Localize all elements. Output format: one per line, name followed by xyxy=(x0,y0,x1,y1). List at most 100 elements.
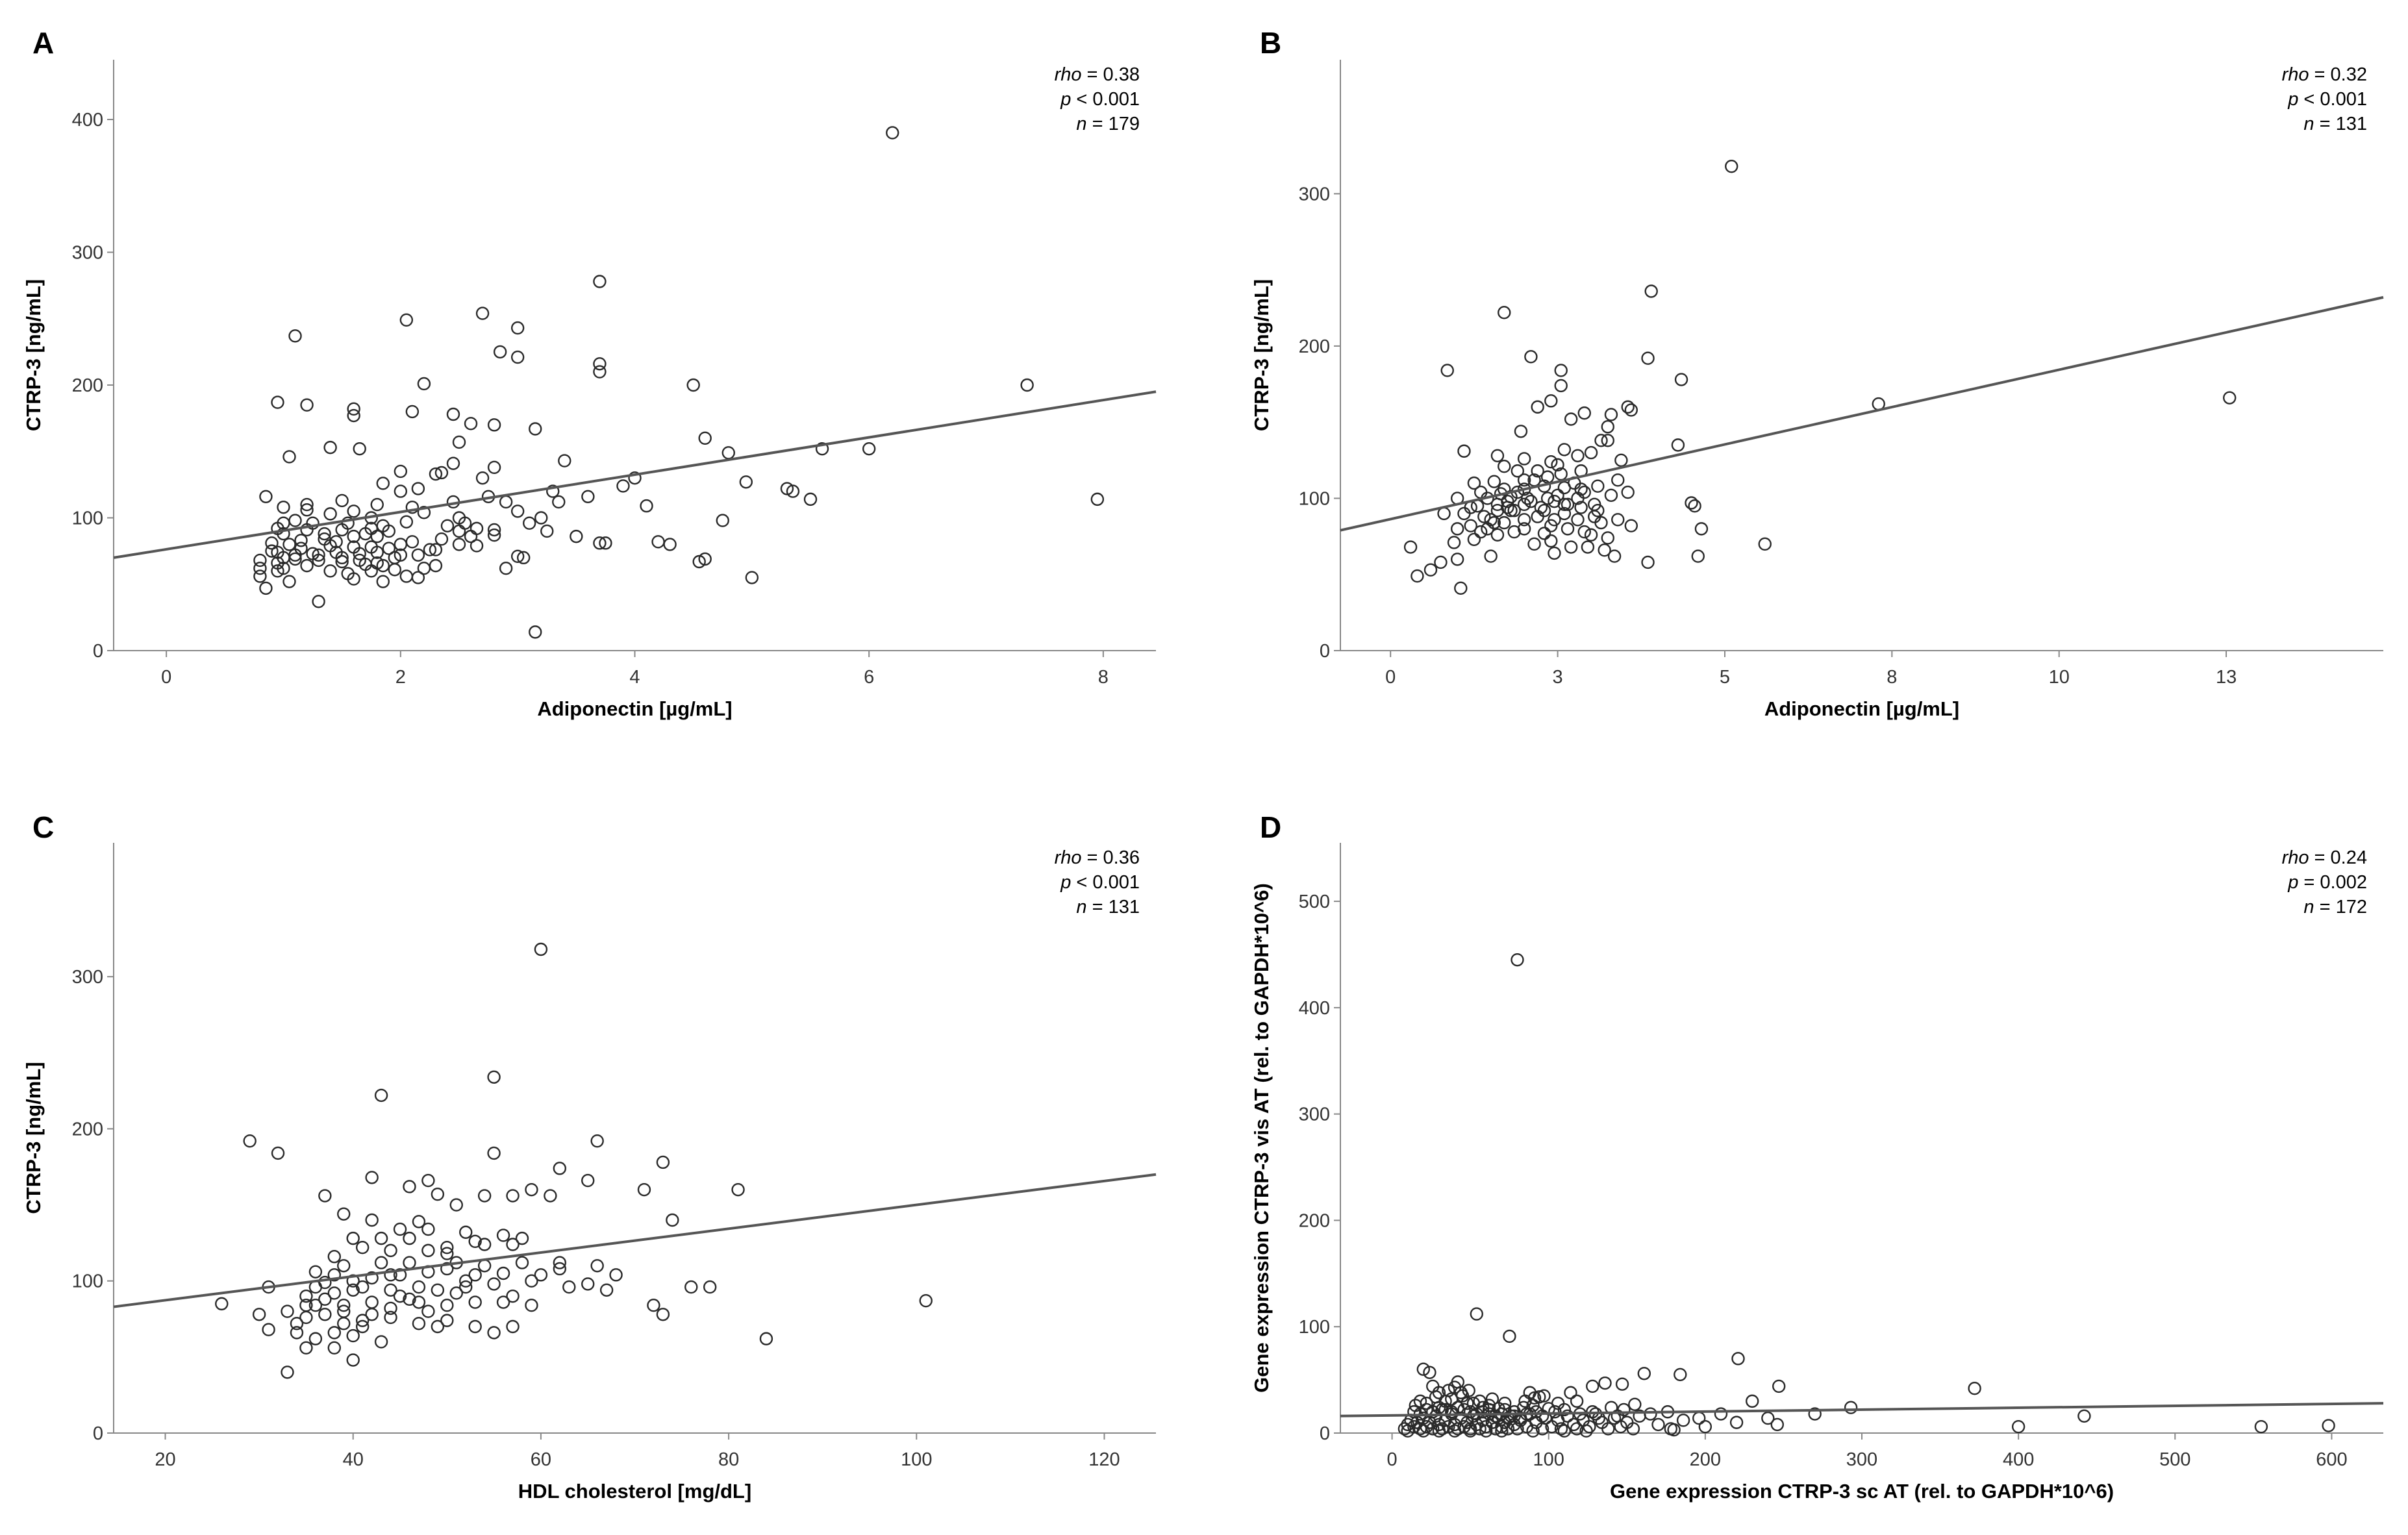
data-point xyxy=(496,1229,510,1242)
data-point xyxy=(553,1262,567,1276)
data-point xyxy=(1526,1399,1540,1412)
stat-value: = 0.24 xyxy=(2309,847,2368,868)
data-point xyxy=(1495,1419,1509,1434)
data-point xyxy=(1517,513,1531,527)
data-point xyxy=(327,1286,341,1300)
panel-b: B 0 100 200 300 0 3 5 8 10 13 Adiponectin [µg/mL] CT… xyxy=(1250,26,2384,720)
data-point xyxy=(1507,504,1521,518)
data-point xyxy=(265,536,279,550)
data-point xyxy=(449,1198,463,1212)
data-point xyxy=(1604,408,1618,421)
data-point xyxy=(282,450,296,464)
data-point xyxy=(475,306,490,320)
data-point xyxy=(477,1189,492,1203)
data-point xyxy=(1416,1424,1431,1438)
data-point xyxy=(1467,532,1481,546)
data-point xyxy=(1570,1394,1584,1408)
data-point xyxy=(2077,1409,2091,1423)
data-point xyxy=(253,562,267,575)
panel-letter: B xyxy=(1260,26,1281,60)
data-point xyxy=(1714,1407,1728,1421)
y-tick-label: 300 xyxy=(72,243,103,264)
x-tick-label: 5 xyxy=(1720,667,1730,688)
x-tick-label: 13 xyxy=(2216,667,2237,688)
data-point xyxy=(403,1231,416,1245)
data-point xyxy=(1808,1407,1822,1421)
data-point xyxy=(1551,458,1564,472)
data-point xyxy=(412,1295,426,1309)
data-point xyxy=(1544,455,1558,469)
data-point xyxy=(347,408,360,423)
data-point xyxy=(337,1299,351,1312)
data-point xyxy=(1477,510,1491,523)
data-point xyxy=(803,492,818,506)
data-point xyxy=(1526,1424,1540,1438)
data-point xyxy=(440,1262,454,1276)
stat-p: p = 0.002 xyxy=(2287,872,2367,893)
data-point xyxy=(290,1326,304,1340)
stat-p: p < 0.001 xyxy=(2287,89,2367,110)
data-point xyxy=(1485,1392,1499,1406)
data-point xyxy=(1601,420,1614,434)
y-axis-label: CTRP-3 [ng/mL] xyxy=(22,279,45,431)
data-point xyxy=(1440,364,1454,377)
data-point xyxy=(2011,1419,2025,1434)
data-point xyxy=(253,553,267,568)
data-point xyxy=(1591,479,1605,493)
data-point xyxy=(365,1295,379,1309)
data-point xyxy=(1601,434,1614,447)
data-point xyxy=(374,1335,388,1349)
data-point xyxy=(370,545,384,559)
y-tick-label: 300 xyxy=(1299,184,1330,205)
data-point xyxy=(365,1213,379,1227)
data-point xyxy=(323,564,337,578)
data-point xyxy=(440,1240,454,1254)
data-point xyxy=(312,595,325,608)
data-point xyxy=(1761,1411,1775,1425)
data-point xyxy=(1413,1394,1427,1408)
data-point xyxy=(593,365,607,379)
data-point xyxy=(1474,525,1488,539)
data-point xyxy=(1442,1384,1455,1397)
data-point xyxy=(510,505,525,518)
data-point xyxy=(1637,1367,1651,1380)
data-point xyxy=(1511,953,1524,967)
data-point xyxy=(919,1293,933,1308)
data-point xyxy=(282,575,296,588)
data-point xyxy=(1601,531,1614,545)
data-point xyxy=(1667,1423,1681,1437)
data-point xyxy=(506,1289,520,1303)
panel-letter: D xyxy=(1260,810,1281,844)
data-point xyxy=(459,1274,473,1288)
data-point xyxy=(647,1299,660,1312)
stat-rho: rho = 0.24 xyxy=(2282,847,2367,868)
y-tick-label: 0 xyxy=(93,1423,103,1444)
data-point xyxy=(1626,1422,1640,1436)
data-point xyxy=(1554,1422,1568,1436)
data-point xyxy=(277,562,290,575)
data-point xyxy=(1420,1419,1433,1434)
stat-symbol: n xyxy=(2303,114,2314,134)
data-point xyxy=(2223,391,2237,405)
data-point xyxy=(394,464,408,479)
stat-symbol: n xyxy=(1076,897,1086,917)
data-point xyxy=(318,1275,332,1290)
data-point xyxy=(347,505,360,518)
data-point xyxy=(312,553,325,568)
data-point xyxy=(346,1353,360,1367)
data-point xyxy=(308,1265,323,1279)
y-tick-label: 400 xyxy=(72,110,103,131)
data-point xyxy=(405,405,420,419)
data-point xyxy=(487,1326,501,1340)
data-point xyxy=(347,572,360,586)
data-point xyxy=(1511,464,1525,478)
x-tick-label: 4 xyxy=(629,667,640,688)
data-point xyxy=(1676,1414,1690,1427)
data-point xyxy=(394,538,408,551)
data-point xyxy=(417,506,431,519)
data-point xyxy=(1598,1376,1612,1390)
y-axis-label: Gene expression CTRP-3 vis AT (rel. to G… xyxy=(1250,883,1273,1393)
data-point xyxy=(434,466,449,480)
data-point xyxy=(459,1280,473,1294)
data-point xyxy=(886,126,899,140)
